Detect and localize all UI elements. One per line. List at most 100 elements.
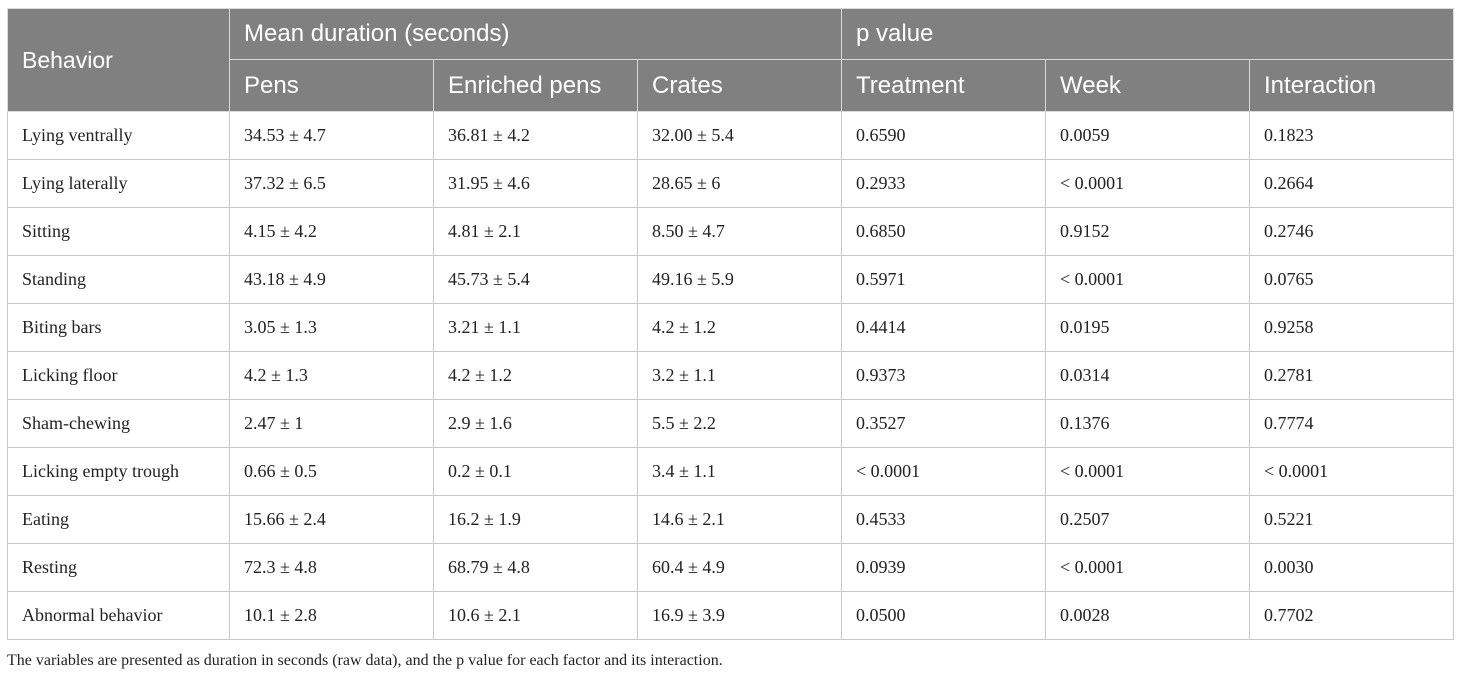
week-p-cell: 0.0195 — [1045, 303, 1251, 352]
table-header: Behavior Mean duration (seconds) p value… — [7, 8, 1455, 112]
behavior-cell: Licking floor — [7, 351, 230, 400]
week-p-cell: < 0.0001 — [1045, 255, 1251, 304]
behavior-cell: Eating — [7, 495, 230, 544]
crates-cell: 8.50 ± 4.7 — [636, 207, 843, 256]
table-footnote: The variables are presented as duration … — [7, 652, 723, 669]
behavior-cell: Resting — [7, 543, 230, 592]
crates-cell: 28.65 ± 6 — [636, 159, 843, 208]
behavior-cell: Sitting — [7, 207, 230, 256]
interaction-p-cell: 0.0030 — [1249, 543, 1455, 592]
behavior-cell: Lying ventrally — [7, 111, 230, 160]
treatment-p-cell: < 0.0001 — [841, 447, 1047, 496]
header-pens: Pens — [229, 59, 434, 112]
interaction-p-cell: 0.7774 — [1249, 399, 1455, 448]
table-row: Licking floor 4.2 ± 1.3 4.2 ± 1.2 3.2 ± 1.1… — [7, 351, 1455, 400]
interaction-p-cell: 0.2664 — [1249, 159, 1455, 208]
crates-cell: 5.5 ± 2.2 — [636, 399, 843, 448]
pens-cell: 4.15 ± 4.2 — [229, 207, 434, 256]
table-row: Eating 15.66 ± 2.4 16.2 ± 1.9 14.6 ± 2.1 0.4… — [7, 495, 1455, 544]
treatment-p-cell: 0.3527 — [841, 399, 1047, 448]
week-p-cell: 0.0314 — [1045, 351, 1251, 400]
week-p-cell: 0.9152 — [1045, 207, 1251, 256]
crates-cell: 16.9 ± 3.9 — [636, 591, 843, 640]
table-body: Lying ventrally 34.53 ± 4.7 36.81 ± 4.2 32.… — [7, 111, 1455, 640]
enriched-pens-cell: 68.79 ± 4.8 — [433, 543, 638, 592]
crates-cell: 4.2 ± 1.2 — [636, 303, 843, 352]
header-enriched-pens: Enriched pens — [433, 59, 638, 112]
pens-cell: 3.05 ± 1.3 — [229, 303, 434, 352]
pens-cell: 10.1 ± 2.8 — [229, 591, 434, 640]
behavior-cell: Abnormal behavior — [7, 591, 230, 640]
behavior-cell: Biting bars — [7, 303, 230, 352]
treatment-p-cell: 0.0939 — [841, 543, 1047, 592]
header-treatment: Treatment — [841, 59, 1047, 112]
pens-cell: 43.18 ± 4.9 — [229, 255, 434, 304]
enriched-pens-cell: 10.6 ± 2.1 — [433, 591, 638, 640]
treatment-p-cell: 0.5971 — [841, 255, 1047, 304]
table-row: Abnormal behavior 10.1 ± 2.8 10.6 ± 2.1 16.… — [7, 591, 1455, 640]
interaction-p-cell: 0.7702 — [1249, 591, 1455, 640]
table-row: Standing 43.18 ± 4.9 45.73 ± 5.4 49.16 ± 5.… — [7, 255, 1455, 304]
table-row: Sham-chewing 2.47 ± 1 2.9 ± 1.6 5.5 ± 2.2 0.… — [7, 399, 1455, 448]
week-p-cell: 0.1376 — [1045, 399, 1251, 448]
treatment-p-cell: 0.0500 — [841, 591, 1047, 640]
table-row: Lying ventrally 34.53 ± 4.7 36.81 ± 4.2 32.… — [7, 111, 1455, 160]
pens-cell: 0.66 ± 0.5 — [229, 447, 434, 496]
enriched-pens-cell: 45.73 ± 5.4 — [433, 255, 638, 304]
pens-cell: 34.53 ± 4.7 — [229, 111, 434, 160]
pens-cell: 15.66 ± 2.4 — [229, 495, 434, 544]
header-interaction: Interaction — [1249, 59, 1455, 112]
crates-cell: 32.00 ± 5.4 — [636, 111, 843, 160]
data-table-container: Behavior Mean duration (seconds) p value… — [7, 8, 1455, 640]
crates-cell: 3.2 ± 1.1 — [636, 351, 843, 400]
treatment-p-cell: 0.6590 — [841, 111, 1047, 160]
pens-cell: 4.2 ± 1.3 — [229, 351, 434, 400]
interaction-p-cell: 0.9258 — [1249, 303, 1455, 352]
table-row: Resting 72.3 ± 4.8 68.79 ± 4.8 60.4 ± 4.9 0.… — [7, 543, 1455, 592]
enriched-pens-cell: 16.2 ± 1.9 — [433, 495, 638, 544]
header-crates: Crates — [636, 59, 843, 112]
interaction-p-cell: 0.2781 — [1249, 351, 1455, 400]
table-row: Biting bars 3.05 ± 1.3 3.21 ± 1.1 4.2 ± 1.2… — [7, 303, 1455, 352]
header-row-sub: Pens Enriched pens Crates Treatment Week… — [8, 59, 1455, 112]
interaction-p-cell: 0.5221 — [1249, 495, 1455, 544]
behavior-cell: Lying laterally — [7, 159, 230, 208]
week-p-cell: < 0.0001 — [1045, 159, 1251, 208]
pens-cell: 72.3 ± 4.8 — [229, 543, 434, 592]
treatment-p-cell: 0.6850 — [841, 207, 1047, 256]
interaction-p-cell: < 0.0001 — [1249, 447, 1455, 496]
pens-cell: 2.47 ± 1 — [229, 399, 434, 448]
treatment-p-cell: 0.9373 — [841, 351, 1047, 400]
enriched-pens-cell: 2.9 ± 1.6 — [433, 399, 638, 448]
header-behavior: Behavior — [7, 8, 230, 112]
header-row-group: Behavior Mean duration (seconds) p value — [7, 8, 1455, 112]
enriched-pens-cell: 4.2 ± 1.2 — [433, 351, 638, 400]
crates-cell: 49.16 ± 5.9 — [636, 255, 843, 304]
week-p-cell: < 0.0001 — [1045, 447, 1251, 496]
enriched-pens-cell: 0.2 ± 0.1 — [433, 447, 638, 496]
enriched-pens-cell: 4.81 ± 2.1 — [433, 207, 638, 256]
behavior-cell: Sham-chewing — [7, 399, 230, 448]
week-p-cell: < 0.0001 — [1045, 543, 1251, 592]
header-week: Week — [1045, 59, 1251, 112]
week-p-cell: 0.0028 — [1045, 591, 1251, 640]
crates-cell: 14.6 ± 2.1 — [636, 495, 843, 544]
interaction-p-cell: 0.0765 — [1249, 255, 1455, 304]
interaction-p-cell: 0.2746 — [1249, 207, 1455, 256]
week-p-cell: 0.2507 — [1045, 495, 1251, 544]
header-p-value: p value — [841, 8, 1455, 60]
interaction-p-cell: 0.1823 — [1249, 111, 1455, 160]
behavior-table: Behavior Mean duration (seconds) p value… — [7, 8, 1455, 640]
enriched-pens-cell: 36.81 ± 4.2 — [433, 111, 638, 160]
behavior-cell: Licking empty trough — [7, 447, 230, 496]
enriched-pens-cell: 3.21 ± 1.1 — [433, 303, 638, 352]
behavior-cell: Standing — [7, 255, 230, 304]
week-p-cell: 0.0059 — [1045, 111, 1251, 160]
table-row: Licking empty trough 0.66 ± 0.5 0.2 ± 0.1 3… — [7, 447, 1455, 496]
treatment-p-cell: 0.4533 — [841, 495, 1047, 544]
crates-cell: 60.4 ± 4.9 — [636, 543, 843, 592]
table-row: Sitting 4.15 ± 4.2 4.81 ± 2.1 8.50 ± 4.7 0.6… — [7, 207, 1455, 256]
header-mean-duration: Mean duration (seconds) — [228, 8, 843, 60]
treatment-p-cell: 0.4414 — [841, 303, 1047, 352]
table-row: Lying laterally 37.32 ± 6.5 31.95 ± 4.6 28.… — [7, 159, 1455, 208]
